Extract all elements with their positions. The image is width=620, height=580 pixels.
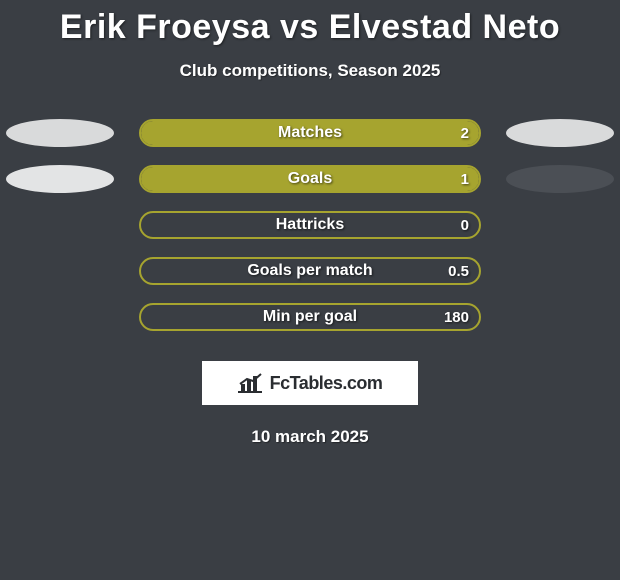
stat-bar: Goals1 (139, 165, 481, 193)
stat-label: Goals (141, 170, 479, 188)
stat-label: Goals per match (141, 262, 479, 280)
page-title: Erik Froeysa vs Elvestad Neto (60, 8, 560, 47)
brand-box[interactable]: FcTables.com (202, 361, 418, 405)
stat-bar: Hattricks0 (139, 211, 481, 239)
stat-row: Goals1 (0, 165, 620, 193)
stat-bar: Matches2 (139, 119, 481, 147)
right-ellipse (506, 165, 614, 193)
stat-bar: Min per goal180 (139, 303, 481, 331)
left-ellipse (6, 165, 114, 193)
stat-value: 180 (444, 309, 469, 326)
stat-value: 2 (461, 125, 469, 142)
stat-value: 1 (461, 171, 469, 188)
date-text: 10 march 2025 (251, 427, 368, 447)
brand-text: FcTables.com (270, 373, 383, 394)
subtitle: Club competitions, Season 2025 (180, 61, 441, 81)
stat-row: Matches2 (0, 119, 620, 147)
stat-label: Min per goal (141, 308, 479, 326)
stat-row: Goals per match0.5 (0, 257, 620, 285)
left-ellipse (6, 119, 114, 147)
stat-label: Matches (141, 124, 479, 142)
brand-inner: FcTables.com (238, 372, 383, 394)
comparison-card: Erik Froeysa vs Elvestad Neto Club compe… (0, 0, 620, 447)
stat-bar: Goals per match0.5 (139, 257, 481, 285)
stat-value: 0.5 (448, 263, 469, 280)
brand-chart-icon (238, 372, 264, 394)
stat-value: 0 (461, 217, 469, 234)
stat-label: Hattricks (141, 216, 479, 234)
stats-area: Matches2Goals1Hattricks0Goals per match0… (0, 119, 620, 331)
right-ellipse (506, 119, 614, 147)
stat-row: Hattricks0 (0, 211, 620, 239)
stat-row: Min per goal180 (0, 303, 620, 331)
